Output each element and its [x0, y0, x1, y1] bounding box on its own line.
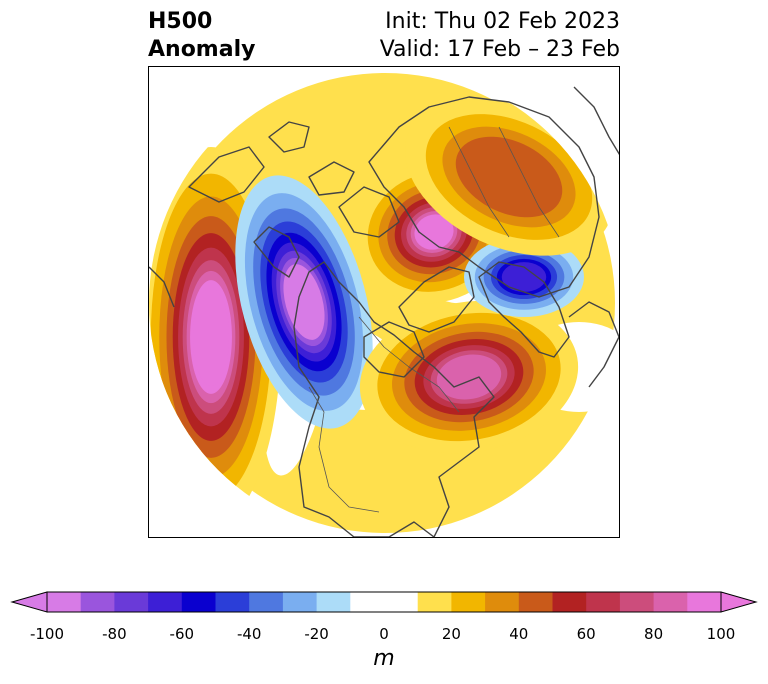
colorbar-bin [148, 592, 183, 612]
anomaly-contours [149, 73, 619, 533]
positive-anomaly-level [436, 354, 502, 400]
colorbar-unit-label: m [373, 646, 395, 671]
title-field: H500 [148, 9, 213, 34]
colorbar-tick-label: -60 [169, 625, 195, 643]
colorbar-tick-label: 80 [644, 625, 664, 643]
colorbar-bin [552, 592, 587, 612]
colorbar [10, 591, 758, 613]
map-panel[interactable] [148, 66, 620, 538]
colorbar-extend-high [720, 591, 758, 613]
title-field-type: Anomaly [148, 37, 256, 62]
colorbar-bin [80, 592, 115, 612]
init-date: Init: Thu 02 Feb 2023 [385, 9, 620, 34]
colorbar-tick-label: 100 [706, 625, 736, 643]
colorbar-bin [47, 592, 82, 612]
colorbar-tick-label: 60 [576, 625, 596, 643]
positive-anomaly-level [192, 288, 230, 386]
anomaly-map [149, 73, 619, 537]
colorbar-bin [619, 592, 655, 612]
colorbar-bin [451, 592, 486, 612]
colorbar-bin [350, 592, 419, 612]
colorbar-tick-label: -20 [304, 625, 329, 643]
colorbar-extend-low [10, 591, 48, 613]
colorbar-tick-label: -80 [102, 625, 127, 643]
colorbar-bin [485, 592, 520, 612]
title-left: H500 Anomaly [148, 8, 255, 64]
colorbar-tick-label: 20 [441, 625, 461, 643]
coastlines [149, 86, 619, 537]
valid-range: Valid: 17 Feb – 23 Feb [379, 37, 620, 62]
negative-anomaly-level [501, 262, 547, 292]
colorbar-bin [687, 592, 722, 612]
colorbar-tick-label: -40 [236, 625, 262, 643]
colorbar-bin [181, 592, 216, 612]
colorbar-bin [653, 592, 688, 612]
positive-anomaly-level [414, 214, 454, 250]
colorbar-bin [249, 592, 284, 612]
colorbar-tick-label: 0 [379, 625, 389, 643]
title-right: Init: Thu 02 Feb 2023 Valid: 17 Feb – 23… [380, 8, 620, 64]
colorbar-bin [417, 592, 452, 612]
colorbar-bin [316, 592, 351, 612]
colorbar-bin [518, 592, 553, 612]
colorbar-tick-label: 40 [509, 625, 529, 643]
colorbar-bin [215, 592, 250, 612]
colorbar-bin [586, 592, 621, 612]
positive-anomaly-level [455, 136, 563, 218]
colorbar-bin [114, 592, 149, 612]
colorbar-tick-label: -100 [29, 625, 65, 643]
colorbar-bin [282, 592, 318, 612]
